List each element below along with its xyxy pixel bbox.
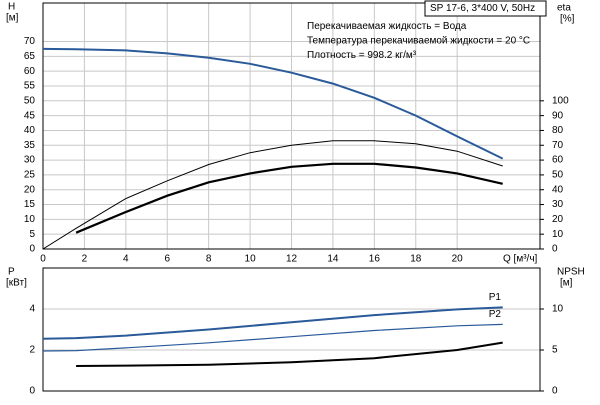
y-axis-label: P — [8, 267, 15, 278]
y2-tick-label: 50 — [552, 170, 564, 181]
curve — [42, 323, 503, 352]
plot-frame — [42, 267, 541, 392]
y2-axis-label: NPSH — [557, 267, 585, 278]
annotation: Температура перекачиваемой жидкости = 20… — [307, 36, 530, 47]
x-tick-label: 4 — [123, 254, 129, 265]
y2-tick-label: 10 — [552, 304, 564, 315]
y-tick-label: 5 — [29, 229, 35, 240]
y-tick-label: 70 — [24, 36, 36, 47]
curve — [42, 306, 503, 340]
x-tick-label: 20 — [452, 254, 464, 265]
curve-label: P1 — [489, 292, 502, 303]
y-tick-label: 10 — [24, 214, 36, 225]
y-tick-label: 0 — [29, 386, 35, 397]
y-tick-label: 40 — [24, 125, 36, 136]
y-tick-label: 65 — [24, 51, 36, 62]
annotation: Перекачиваемая жидкость = Вода — [307, 21, 467, 32]
y2-axis-label: eta — [557, 3, 571, 14]
y-tick-label: 20 — [24, 184, 36, 195]
x-tick-label: 8 — [206, 254, 212, 265]
x-tick-label: 2 — [82, 254, 88, 265]
x-axis-label: Q [м³/ч] — [503, 254, 538, 265]
y2-axis-unit: [%] — [560, 14, 575, 25]
x-tick-label: 0 — [40, 254, 46, 265]
y-tick-label: 25 — [24, 170, 36, 181]
y2-tick-label: 30 — [552, 199, 564, 210]
y2-tick-label: 5 — [552, 345, 558, 356]
curve — [75, 162, 503, 234]
y2-tick-label: 80 — [552, 125, 564, 136]
y-tick-label: 35 — [24, 140, 36, 151]
curve — [42, 47, 504, 160]
y2-tick-label: 100 — [552, 95, 569, 106]
plot-frame — [42, 2, 541, 250]
y-tick-label: 50 — [24, 95, 36, 106]
annotation: Плотность = 998.2 кг/м³ — [307, 50, 417, 61]
y-tick-label: 55 — [24, 81, 36, 92]
annotation-box — [424, 0, 547, 17]
y2-axis-unit: [м] — [560, 278, 573, 289]
y2-tick-label: 0 — [552, 386, 558, 397]
y-axis-unit: [кВт] — [6, 278, 27, 289]
y2-tick-label: 40 — [552, 184, 564, 195]
x-tick-label: 12 — [286, 254, 298, 265]
y-tick-label: 15 — [24, 199, 36, 210]
y2-tick-label: 20 — [552, 214, 564, 225]
curve — [42, 140, 503, 250]
y2-tick-label: 0 — [552, 244, 558, 255]
y-tick-label: 4 — [29, 304, 35, 315]
y-tick-label: 60 — [24, 66, 36, 77]
y-tick-label: 30 — [24, 155, 36, 166]
x-tick-label: 16 — [369, 254, 381, 265]
x-tick-label: 6 — [164, 254, 170, 265]
x-tick-label: 10 — [245, 254, 257, 265]
y-axis-label: H — [8, 2, 15, 13]
curve-label: P2 — [489, 309, 502, 320]
annotation: SP 17-6, 3*400 V, 50Hz — [430, 3, 535, 14]
y-tick-label: 45 — [24, 110, 36, 121]
curve — [76, 341, 503, 367]
y-axis-unit: [м] — [6, 13, 19, 24]
y-tick-label: 2 — [29, 345, 35, 356]
x-tick-label: 18 — [410, 254, 422, 265]
y2-tick-label: 60 — [552, 155, 564, 166]
y2-tick-label: 70 — [552, 140, 564, 151]
y-tick-label: 0 — [29, 244, 35, 255]
x-tick-label: 14 — [327, 254, 339, 265]
y2-tick-label: 10 — [552, 229, 564, 240]
y2-tick-label: 90 — [552, 110, 564, 121]
